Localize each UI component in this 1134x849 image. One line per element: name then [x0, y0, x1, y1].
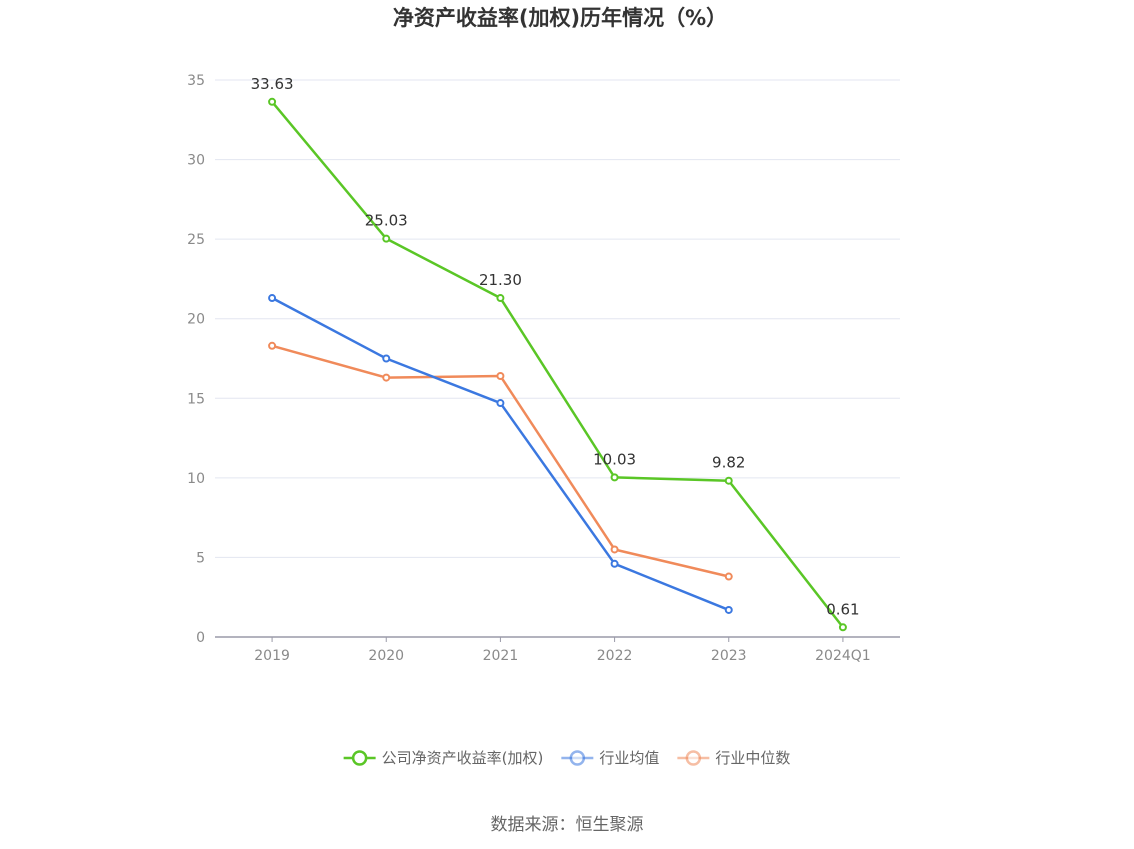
data-label: 10.03 — [593, 450, 636, 468]
x-tick-label: 2021 — [483, 648, 519, 664]
data-point[interactable] — [382, 354, 391, 363]
data-label: 25.03 — [365, 212, 408, 230]
y-tick-label: 5 — [196, 550, 205, 566]
data-point[interactable] — [610, 559, 619, 568]
data-point[interactable] — [382, 234, 391, 243]
data-point[interactable] — [382, 373, 391, 382]
legend: 公司净资产收益率(加权) 行业均值 行业中位数 — [343, 749, 790, 767]
axes: 0 5 10 15 20 25 30 35 2019 2020 2021 2022 2023 2024Q1 — [187, 73, 900, 664]
y-tick-label: 10 — [187, 471, 205, 487]
legend-label: 行业均值 — [599, 749, 659, 767]
y-tick-label: 0 — [196, 630, 205, 646]
data-point[interactable] — [610, 473, 619, 482]
source-note: 数据来源：恒生聚源 — [491, 815, 644, 835]
chart-title: 净资产收益率(加权)历年情况（%） — [393, 6, 727, 30]
legend-item-1[interactable]: 行业均值 — [561, 749, 659, 767]
series-layer — [268, 97, 847, 632]
x-tick-label: 2019 — [254, 648, 290, 664]
series-0 — [268, 97, 847, 632]
series-line — [271, 344, 730, 578]
data-point[interactable] — [268, 341, 277, 350]
data-point[interactable] — [268, 97, 277, 106]
x-tick-label: 2024Q1 — [815, 648, 871, 664]
data-label: 0.61 — [826, 600, 859, 618]
data-point[interactable] — [496, 399, 505, 408]
data-point[interactable] — [268, 294, 277, 303]
series-line — [271, 101, 844, 629]
legend-item-2[interactable]: 行业中位数 — [677, 749, 790, 767]
x-tick-label: 2023 — [711, 648, 747, 664]
y-tick-label: 35 — [187, 73, 205, 89]
legend-item-0[interactable]: 公司净资产收益率(加权) — [343, 749, 544, 767]
data-label: 9.82 — [712, 454, 745, 472]
data-point[interactable] — [496, 294, 505, 303]
legend-circle-icon — [351, 750, 368, 766]
grid-lines — [215, 79, 900, 558]
y-tick-label: 25 — [187, 232, 205, 248]
y-tick-label: 20 — [187, 312, 205, 328]
series-2 — [268, 341, 733, 581]
y-tick-label: 30 — [187, 153, 205, 169]
x-tick-label: 2022 — [597, 648, 633, 664]
data-point[interactable] — [724, 476, 733, 485]
legend-circle-icon — [569, 750, 586, 766]
data-point[interactable] — [724, 605, 733, 614]
data-point[interactable] — [610, 545, 619, 554]
data-labels: 33.63 25.03 21.30 10.03 9.82 0.61 — [251, 75, 860, 618]
data-point[interactable] — [496, 372, 505, 381]
data-point[interactable] — [838, 623, 847, 632]
legend-circle-icon — [685, 750, 702, 766]
data-label: 33.63 — [251, 75, 294, 93]
y-tick-label: 15 — [187, 391, 205, 407]
series-1 — [268, 294, 733, 614]
legend-label: 行业中位数 — [715, 749, 790, 767]
legend-label: 公司净资产收益率(加权) — [382, 749, 544, 767]
series-line — [271, 296, 730, 612]
x-tick-label: 2020 — [368, 648, 404, 664]
data-label: 21.30 — [479, 271, 522, 289]
data-point[interactable] — [724, 572, 733, 581]
